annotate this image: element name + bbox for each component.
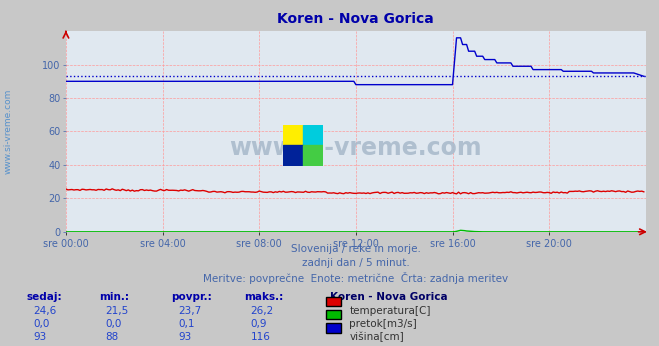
Text: Koren - Nova Gorica: Koren - Nova Gorica bbox=[277, 12, 434, 26]
Text: Meritve: povprečne  Enote: metrične  Črta: zadnja meritev: Meritve: povprečne Enote: metrične Črta:… bbox=[203, 272, 509, 284]
Text: 0,0: 0,0 bbox=[33, 319, 49, 329]
Text: 21,5: 21,5 bbox=[105, 306, 129, 316]
Text: min.:: min.: bbox=[99, 292, 129, 302]
Text: 0,1: 0,1 bbox=[178, 319, 194, 329]
Text: povpr.:: povpr.: bbox=[171, 292, 212, 302]
Text: 0,0: 0,0 bbox=[105, 319, 122, 329]
Text: 23,7: 23,7 bbox=[178, 306, 201, 316]
Text: www.si-vreme.com: www.si-vreme.com bbox=[3, 89, 13, 174]
Text: 0,9: 0,9 bbox=[250, 319, 267, 329]
Text: pretok[m3/s]: pretok[m3/s] bbox=[349, 319, 417, 329]
Bar bbox=[283, 125, 303, 145]
Text: zadnji dan / 5 minut.: zadnji dan / 5 minut. bbox=[302, 258, 410, 268]
Bar bbox=[283, 145, 303, 166]
Text: 93: 93 bbox=[33, 332, 46, 342]
Text: 116: 116 bbox=[250, 332, 270, 342]
Text: sedaj:: sedaj: bbox=[26, 292, 62, 302]
Text: www.si-vreme.com: www.si-vreme.com bbox=[229, 136, 482, 160]
Text: Koren - Nova Gorica: Koren - Nova Gorica bbox=[330, 292, 447, 302]
Text: 24,6: 24,6 bbox=[33, 306, 56, 316]
Text: maks.:: maks.: bbox=[244, 292, 283, 302]
Text: 88: 88 bbox=[105, 332, 119, 342]
Text: 93: 93 bbox=[178, 332, 191, 342]
Text: Slovenija / reke in morje.: Slovenija / reke in morje. bbox=[291, 244, 421, 254]
Text: 26,2: 26,2 bbox=[250, 306, 273, 316]
Text: višina[cm]: višina[cm] bbox=[349, 332, 404, 342]
Text: temperatura[C]: temperatura[C] bbox=[349, 306, 431, 316]
Bar bbox=[303, 125, 323, 145]
Bar bbox=[303, 145, 323, 166]
